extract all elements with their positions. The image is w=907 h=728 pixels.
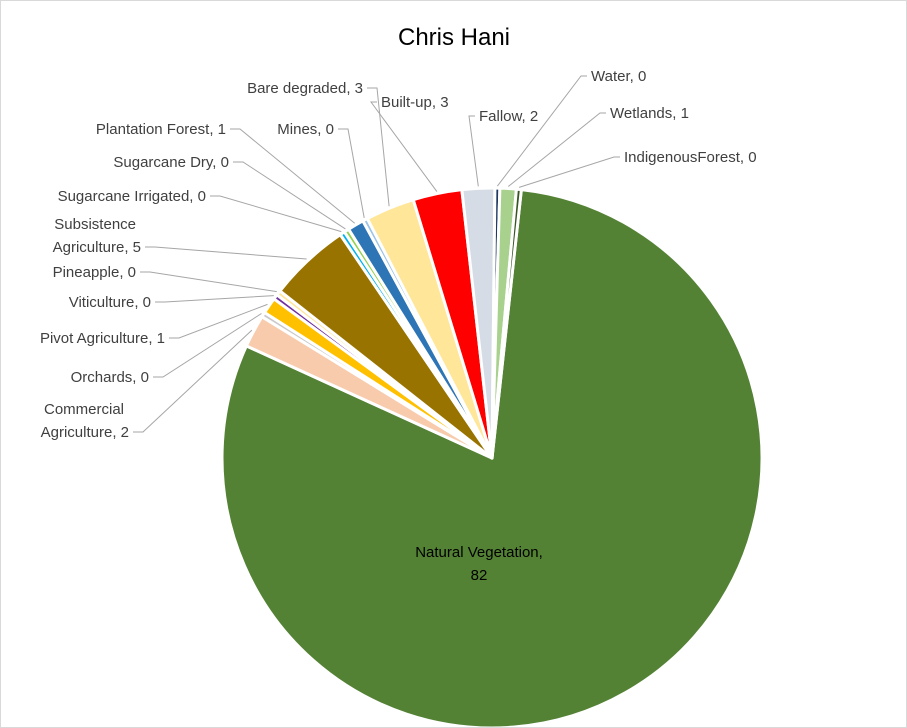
data-label: Sugarcane Dry, 0: [113, 154, 229, 171]
data-label: Mines, 0: [277, 121, 334, 138]
leader-line: [169, 303, 268, 339]
leader-line: [338, 128, 365, 218]
leader-line: [507, 112, 606, 187]
leader-line: [468, 115, 479, 187]
leader-line: [518, 156, 620, 188]
data-labels: Natural Vegetation, 82 Commercial Agricultu…: [40, 68, 757, 584]
leader-lines: [133, 75, 620, 433]
leader-line: [370, 101, 438, 192]
data-label: Water, 0: [591, 68, 646, 85]
leader-line: [153, 313, 262, 378]
data-label: Pivot Agriculture, 1: [40, 330, 165, 347]
leader-line: [230, 128, 356, 224]
leader-line: [367, 87, 390, 207]
leader-line: [210, 195, 342, 233]
data-label: Natural Vegetation, 82: [415, 544, 543, 584]
leader-line: [145, 246, 307, 260]
data-label: Subsistence Agriculture, 5: [53, 216, 141, 256]
data-label: Viticulture, 0: [69, 294, 151, 311]
pie-slice-indigenousforest: [490, 187, 523, 460]
chart-title: Chris Hani: [398, 24, 510, 51]
data-label: Sugarcane Irrigated, 0: [58, 188, 206, 205]
data-label: Wetlands, 1: [610, 105, 689, 122]
data-label: Bare degraded, 3: [247, 80, 363, 97]
pie-slices: [220, 186, 764, 727]
leader-line: [133, 329, 253, 433]
data-label: Pineapple, 0: [53, 264, 136, 281]
data-label: Orchards, 0: [71, 369, 149, 386]
leader-line: [140, 271, 277, 293]
data-label: Fallow, 2: [479, 108, 538, 125]
leader-line: [497, 75, 587, 187]
data-label: IndigenousForest, 0: [624, 149, 757, 166]
data-label: Built-up, 3: [381, 94, 449, 111]
leader-line: [155, 295, 274, 303]
leader-line: [233, 161, 346, 230]
data-label: Plantation Forest, 1: [96, 121, 226, 138]
data-label: Commercial Agriculture, 2: [41, 401, 129, 441]
